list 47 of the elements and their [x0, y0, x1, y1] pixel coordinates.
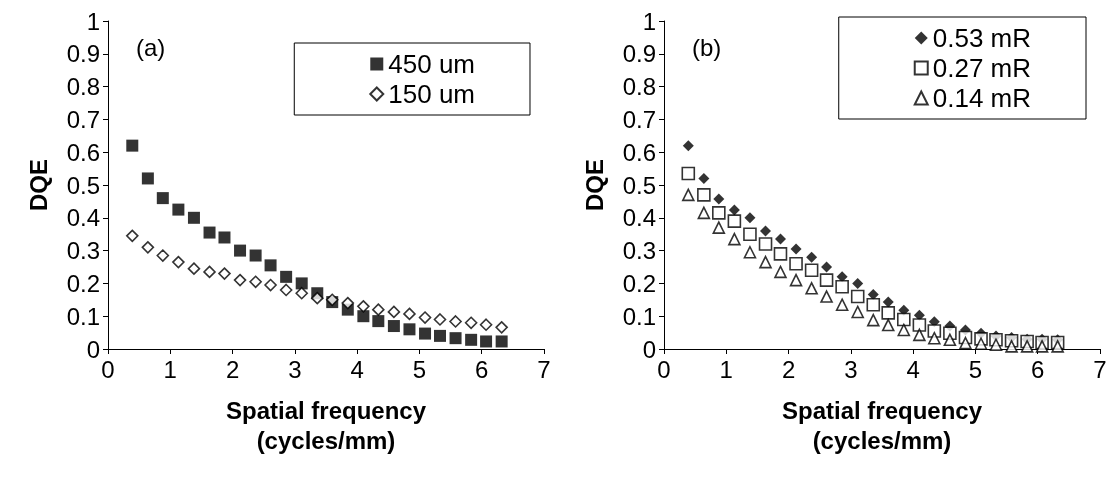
x-axis-title: Spatial frequency (cycles/mm)	[225, 396, 427, 454]
x-tick-label: 3	[288, 355, 302, 383]
x-tick-label: 5	[412, 355, 427, 383]
y-tick-label: 0.3	[622, 237, 656, 265]
x-tick-label: 4	[350, 355, 364, 383]
y-tick-label: 0.7	[622, 105, 656, 133]
y-tick-label: 0.9	[622, 40, 656, 68]
y-tick-label: 0.3	[66, 237, 100, 265]
y-tick-label: 0.6	[622, 138, 656, 166]
x-axis-title: Spatial frequency (cycles/mm)	[781, 396, 983, 454]
y-tick-label: 0.4	[622, 204, 656, 232]
y-tick-label: 0.1	[66, 302, 100, 330]
y-tick-label: 0.8	[66, 73, 100, 101]
y-tick-label: 1	[86, 7, 100, 35]
y-tick-label: 0.2	[622, 269, 656, 297]
y-tick-label: 0	[642, 335, 656, 363]
x-tick-label: 1	[719, 355, 733, 383]
legend-label: 0.27 mR	[932, 53, 1031, 83]
y-axis-title: DQE	[580, 158, 608, 212]
x-tick-label: 7	[537, 355, 551, 383]
x-tick-label: 7	[1093, 355, 1107, 383]
x-tick-label: 6	[475, 355, 489, 383]
y-tick-label: 0	[86, 335, 100, 363]
legend-label: 450 um	[388, 49, 476, 79]
y-tick-label: 0.8	[622, 73, 656, 101]
annotation: (a)	[136, 33, 166, 61]
y-tick-label: 1	[642, 7, 656, 35]
y-tick-label: 0.7	[66, 105, 100, 133]
y-tick-label: 0.6	[66, 138, 100, 166]
y-tick-label: 0.1	[622, 302, 656, 330]
x-tick-label: 4	[906, 355, 920, 383]
annotation: (b)	[692, 33, 722, 61]
x-tick-label: 2	[781, 355, 796, 383]
y-tick-label: 0.5	[66, 171, 100, 199]
legend-label: 0.14 mR	[932, 83, 1031, 113]
y-tick-label: 0.5	[622, 171, 656, 199]
x-tick-label: 1	[163, 355, 177, 383]
y-tick-label: 0.4	[66, 204, 100, 232]
legend-label: 150 um	[388, 79, 476, 109]
legend-label: 0.53 mR	[932, 23, 1031, 53]
y-axis-title: DQE	[24, 158, 52, 212]
y-tick-label: 0.9	[66, 40, 100, 68]
x-tick-label: 6	[1031, 355, 1045, 383]
y-tick-label: 0.2	[66, 269, 100, 297]
x-tick-label: 5	[968, 355, 983, 383]
x-tick-label: 3	[844, 355, 858, 383]
x-tick-label: 2	[225, 355, 240, 383]
